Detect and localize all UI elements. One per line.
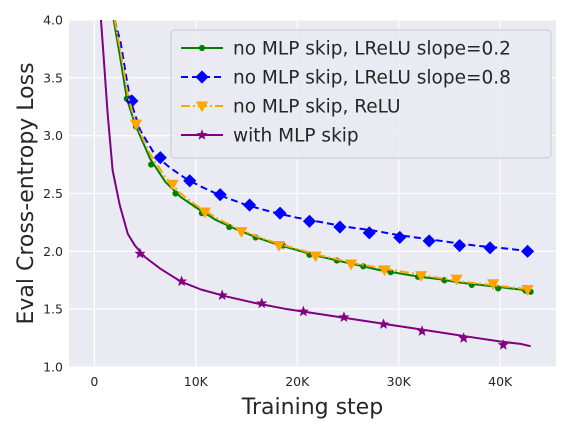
x-tick-label: 40K bbox=[488, 374, 513, 389]
data-point bbox=[235, 227, 248, 238]
x-axis-title: Training step bbox=[241, 395, 383, 420]
legend-label: no MLP skip, ReLU bbox=[233, 97, 401, 118]
legend-marker bbox=[195, 70, 209, 84]
data-point bbox=[486, 279, 500, 291]
series-line bbox=[113, 20, 531, 291]
y-tick-label: 3.0 bbox=[43, 128, 63, 143]
data-point bbox=[362, 226, 376, 240]
data-point bbox=[483, 241, 497, 255]
y-axis-title: Eval Cross-entropy Loss bbox=[14, 62, 39, 324]
data-point bbox=[129, 119, 143, 131]
legend-marker bbox=[196, 129, 208, 140]
legend-item: with MLP skip bbox=[181, 126, 359, 147]
data-point bbox=[153, 151, 167, 165]
legend-item: no MLP skip, ReLU bbox=[181, 97, 401, 118]
series-2 bbox=[113, 20, 535, 258]
data-point bbox=[416, 325, 428, 336]
legend-marker bbox=[195, 101, 209, 113]
data-point bbox=[273, 206, 287, 220]
data-point bbox=[226, 223, 233, 231]
x-tick-label: 30K bbox=[387, 374, 412, 389]
y-tick-label: 3.5 bbox=[43, 70, 63, 85]
legend-item: no MLP skip, LReLU slope=0.8 bbox=[181, 68, 511, 89]
x-tick-label: 20K bbox=[285, 374, 310, 389]
legend-item: no MLP skip, LReLU slope=0.2 bbox=[181, 39, 511, 60]
data-point bbox=[302, 214, 317, 228]
data-point bbox=[333, 220, 347, 234]
data-point bbox=[344, 259, 358, 271]
data-point bbox=[172, 190, 179, 197]
data-point bbox=[521, 244, 535, 258]
data-point bbox=[453, 238, 467, 253]
series-line bbox=[113, 20, 531, 253]
tick-labels: 0 10K 20K 30K 40K 1.0 1.5 2.0 2.5 3.0 3.5 4.0 bbox=[43, 13, 513, 390]
y-tick-label: 4.0 bbox=[43, 13, 63, 28]
data-point bbox=[378, 265, 391, 277]
data-point bbox=[213, 188, 227, 202]
data-point bbox=[338, 311, 350, 323]
legend-label: with MLP skip bbox=[233, 126, 359, 147]
data-point bbox=[422, 234, 436, 248]
data-point bbox=[309, 251, 322, 263]
data-point bbox=[393, 230, 407, 245]
data-point bbox=[148, 161, 155, 168]
y-tick-label: 1.5 bbox=[43, 302, 63, 317]
data-point bbox=[450, 274, 463, 286]
data-point bbox=[166, 179, 179, 191]
series-layer bbox=[99, 20, 535, 350]
series-3 bbox=[113, 20, 534, 296]
data-point bbox=[183, 174, 197, 188]
x-tick-label: 0 bbox=[90, 374, 98, 389]
data-point bbox=[216, 289, 228, 301]
data-point bbox=[495, 285, 502, 292]
data-point bbox=[297, 305, 309, 317]
data-point bbox=[243, 198, 257, 212]
y-tick-label: 2.5 bbox=[43, 186, 63, 201]
y-tick-label: 2.0 bbox=[43, 244, 63, 259]
legend: no MLP skip, LReLU slope=0.2 no MLP skip,… bbox=[170, 29, 552, 159]
data-point bbox=[134, 247, 146, 259]
legend-label: no MLP skip, LReLU slope=0.2 bbox=[233, 39, 511, 60]
legend-label: no MLP skip, LReLU slope=0.8 bbox=[233, 68, 511, 89]
y-tick-label: 1.0 bbox=[43, 360, 63, 375]
data-point bbox=[521, 284, 534, 296]
legend-marker bbox=[198, 44, 206, 52]
data-point bbox=[377, 318, 390, 329]
data-point bbox=[497, 339, 509, 350]
series-line bbox=[99, 20, 531, 348]
data-point bbox=[458, 332, 470, 343]
series-line bbox=[112, 20, 531, 293]
series-4 bbox=[99, 20, 531, 350]
data-point bbox=[198, 207, 212, 219]
data-point bbox=[414, 271, 428, 282]
x-tick-label: 10K bbox=[184, 374, 209, 389]
data-point bbox=[256, 297, 268, 309]
data-point bbox=[272, 241, 286, 252]
data-point bbox=[176, 275, 188, 287]
legend-box bbox=[170, 29, 552, 159]
